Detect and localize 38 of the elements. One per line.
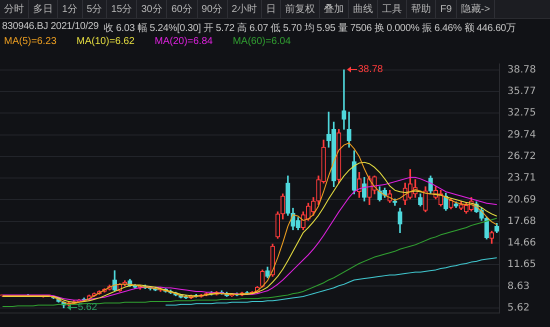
text: 曲线 — [349, 0, 378, 18]
y-tick-label: 23.71 — [507, 172, 536, 184]
y-tick-label: 32.75 — [507, 108, 536, 119]
y-tick-label: 8.63 — [507, 280, 530, 292]
y-tick-label: 5.62 — [507, 302, 530, 314]
annotation: 5.62 — [78, 302, 98, 314]
text: F9 — [436, 0, 457, 18]
text: MA(5)=6.23 — [4, 36, 57, 49]
text: MA(60)=6.04 — [232, 36, 291, 49]
y-tick-label: 35.77 — [507, 86, 536, 98]
y-tick-label: 14.66 — [507, 238, 536, 249]
chart-subtitle: 收 6.03 幅 5.24%[0.30] 开 5.72 高 6.07 低 5.70 均 5.95 量 7506 换 0.000% 振 6.46% 额 446.60万 — [104, 22, 516, 35]
chart-title: 830946.BJ 2021/10/29 — [2, 21, 99, 34]
text: MA(10)=6.62 — [76, 36, 135, 49]
text: 日 — [262, 0, 282, 18]
y-tick-label: 29.74 — [507, 129, 536, 140]
y-tick-label: 20.69 — [507, 194, 536, 206]
text: 2小时 — [228, 0, 262, 18]
text: 工具 — [378, 0, 408, 18]
y-tick-label: 17.68 — [507, 216, 536, 227]
text: 前复权 — [281, 0, 320, 18]
text: 90分 — [198, 0, 228, 18]
text: 隐藏-> — [456, 0, 496, 18]
text: 15分 — [107, 0, 138, 18]
text: 30分 — [137, 0, 168, 18]
text: MA(20)=6.84 — [154, 36, 213, 49]
y-tick-label: 11.65 — [507, 259, 536, 270]
text: 帮助 — [407, 0, 436, 18]
candlestick — [342, 70, 346, 130]
text: 叠加 — [320, 0, 350, 18]
text: 5分 — [82, 0, 108, 18]
annotation: 38.78 — [358, 64, 383, 76]
y-tick-label: 38.78 — [507, 64, 536, 76]
text: 分时 — [0, 0, 29, 18]
y-tick-label: 26.72 — [507, 151, 536, 162]
text: 1分 — [58, 0, 83, 18]
text: 60分 — [167, 0, 198, 18]
text: 多日 — [29, 0, 58, 18]
